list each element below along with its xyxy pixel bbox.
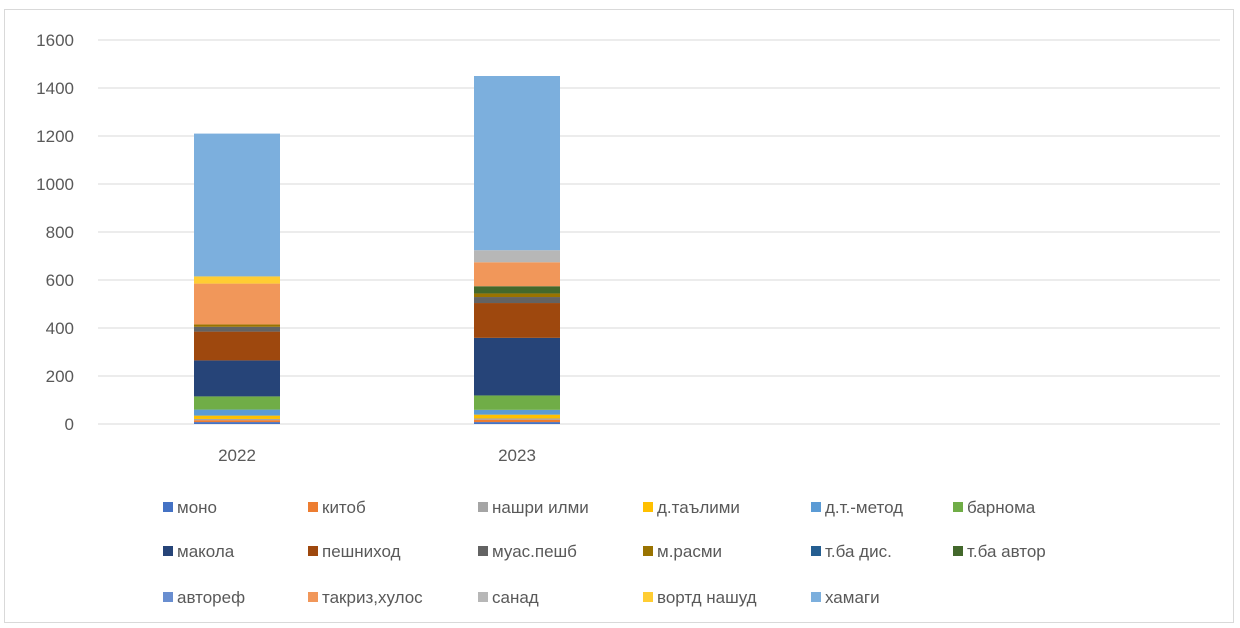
bar-segment	[194, 324, 280, 327]
bar-segment	[474, 414, 560, 419]
y-tick-label: 800	[46, 223, 74, 242]
legend-label: вортд нашуд	[657, 588, 757, 607]
legend-label: пешниход	[322, 542, 401, 561]
bar-segment	[194, 283, 280, 325]
legend-swatch	[308, 502, 318, 512]
legend-swatch	[953, 546, 963, 556]
legend-swatch	[478, 592, 488, 602]
bar-segment	[194, 396, 280, 410]
legend-swatch	[643, 546, 653, 556]
legend-label: барнома	[967, 498, 1036, 517]
legend-swatch	[643, 502, 653, 512]
legend-label: нашри илми	[492, 498, 589, 517]
legend-swatch	[308, 592, 318, 602]
x-tick-label: 2022	[218, 446, 256, 465]
bar-segment	[474, 293, 560, 298]
y-tick-label: 1400	[36, 79, 74, 98]
legend-label: моно	[177, 498, 217, 517]
legend-label: т.ба автор	[967, 542, 1046, 561]
bar-segment	[194, 409, 280, 416]
legend-swatch	[811, 592, 821, 602]
y-tick-label: 400	[46, 319, 74, 338]
legend-swatch	[163, 546, 173, 556]
bar-segment	[194, 133, 280, 277]
legend-label: хамаги	[825, 588, 880, 607]
bar-segment	[474, 395, 560, 410]
bar-segment	[474, 303, 560, 338]
y-tick-label: 1200	[36, 127, 74, 146]
legend-swatch	[811, 546, 821, 556]
bar-segment	[194, 422, 280, 424]
bar-segment	[194, 276, 280, 284]
legend-label: такриз,хулос	[322, 588, 423, 607]
legend-swatch	[643, 592, 653, 602]
legend-label: м.расми	[657, 542, 722, 561]
bar-segment	[474, 250, 560, 263]
legend-label: автореф	[177, 588, 245, 607]
bar-segment	[194, 326, 280, 332]
legend-label: т.ба дис.	[825, 542, 892, 561]
bar-segment	[474, 262, 560, 287]
y-tick-label: 600	[46, 271, 74, 290]
y-tick-label: 0	[65, 415, 74, 434]
bar-segment	[194, 331, 280, 361]
legend-swatch	[308, 546, 318, 556]
legend-swatch	[478, 546, 488, 556]
bar-segment	[194, 415, 280, 419]
legend-swatch	[478, 502, 488, 512]
x-tick-label: 2023	[498, 446, 536, 465]
legend-label: д.т.-метод	[825, 498, 903, 517]
legend-label: муас.пешб	[492, 542, 577, 561]
bar-segment	[474, 297, 560, 304]
bar-segment	[474, 419, 560, 423]
bar-segment	[474, 418, 560, 420]
legend-swatch	[163, 592, 173, 602]
bar-segment	[194, 418, 280, 421]
bar-segment	[474, 76, 560, 251]
y-tick-label: 1600	[36, 31, 74, 50]
legend-swatch	[163, 502, 173, 512]
bar-segment	[194, 420, 280, 423]
legend-swatch	[953, 502, 963, 512]
bar-segment	[194, 360, 280, 397]
legend-label: китоб	[322, 498, 366, 517]
legend-label: макола	[177, 542, 235, 561]
legend-swatch	[811, 502, 821, 512]
bar-segment	[474, 409, 560, 415]
y-tick-label: 200	[46, 367, 74, 386]
bar-segment	[474, 422, 560, 424]
bar-segment	[474, 337, 560, 396]
y-tick-label: 1000	[36, 175, 74, 194]
bar-segment	[474, 286, 560, 294]
legend-label: санад	[492, 588, 539, 607]
legend-label: д.таълими	[657, 498, 740, 517]
